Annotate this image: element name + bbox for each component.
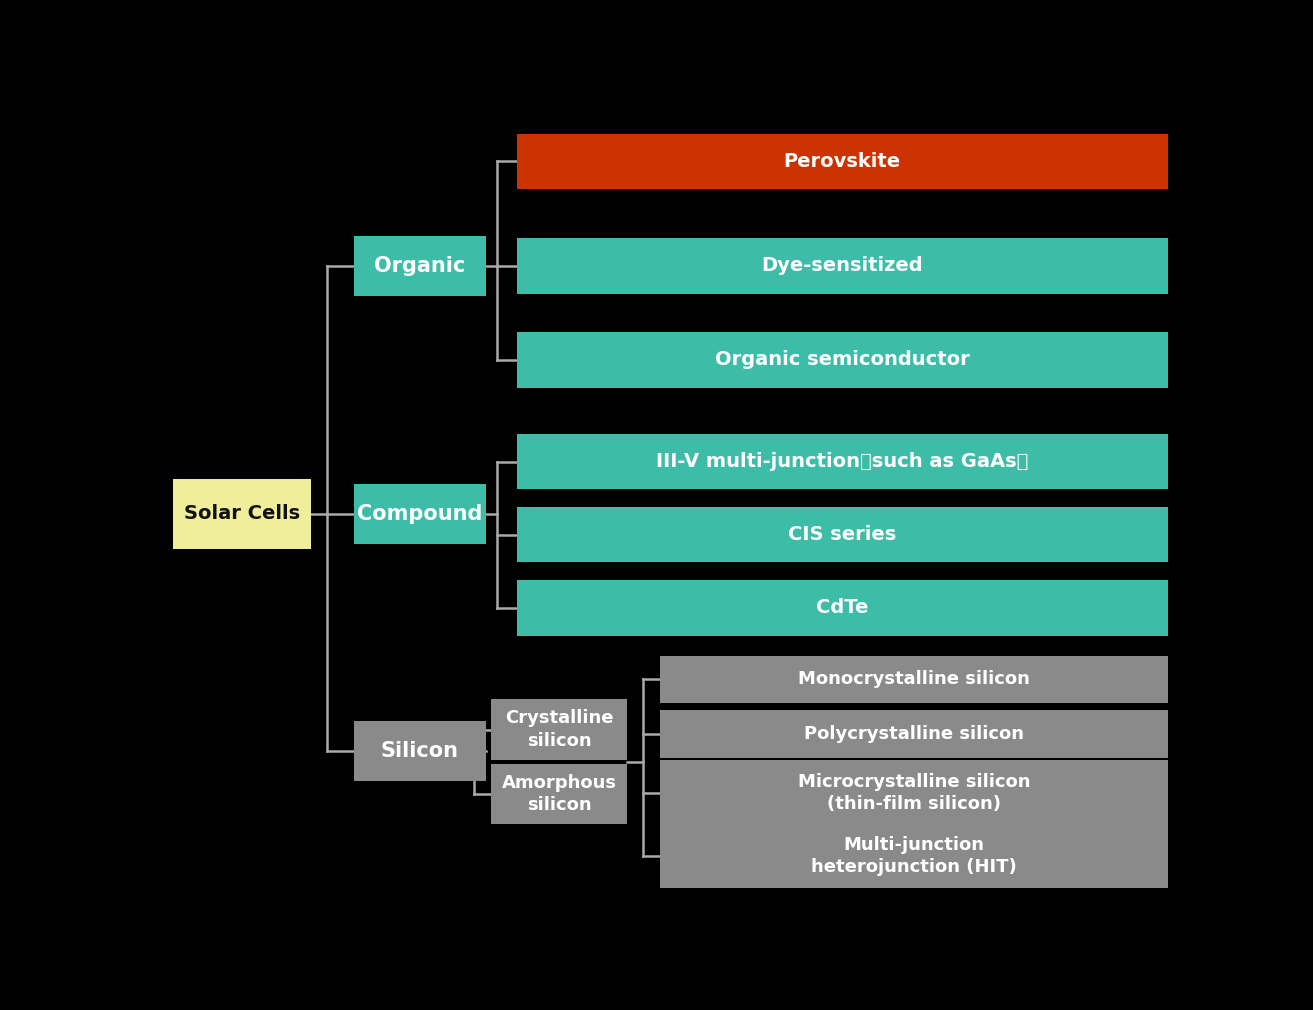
Text: Amorphous
silicon: Amorphous silicon xyxy=(502,774,617,814)
FancyBboxPatch shape xyxy=(660,710,1167,758)
Text: CdTe: CdTe xyxy=(817,598,868,617)
Text: Multi-junction
heterojunction (HIT): Multi-junction heterojunction (HIT) xyxy=(811,835,1016,876)
Text: Solar Cells: Solar Cells xyxy=(184,504,301,523)
FancyBboxPatch shape xyxy=(517,238,1167,294)
Text: Organic semiconductor: Organic semiconductor xyxy=(714,350,969,370)
FancyBboxPatch shape xyxy=(660,761,1167,825)
FancyBboxPatch shape xyxy=(517,434,1167,489)
FancyBboxPatch shape xyxy=(355,236,486,296)
Text: CIS series: CIS series xyxy=(788,525,897,544)
FancyBboxPatch shape xyxy=(517,133,1167,189)
FancyBboxPatch shape xyxy=(173,480,311,548)
FancyBboxPatch shape xyxy=(660,655,1167,703)
FancyBboxPatch shape xyxy=(491,765,626,824)
FancyBboxPatch shape xyxy=(517,580,1167,635)
Text: Compound: Compound xyxy=(357,504,483,524)
Text: Microcrystalline silicon
(thin-film silicon): Microcrystalline silicon (thin-film sili… xyxy=(798,773,1031,813)
FancyBboxPatch shape xyxy=(660,823,1167,888)
Text: Monocrystalline silicon: Monocrystalline silicon xyxy=(798,671,1029,689)
Text: Silicon: Silicon xyxy=(381,741,458,762)
Text: Crystalline
silicon: Crystalline silicon xyxy=(504,709,613,749)
FancyBboxPatch shape xyxy=(517,507,1167,563)
Text: Organic: Organic xyxy=(374,256,466,276)
FancyBboxPatch shape xyxy=(355,721,486,781)
Text: III-V multi-junction（such as GaAs）: III-V multi-junction（such as GaAs） xyxy=(656,452,1028,471)
FancyBboxPatch shape xyxy=(355,484,486,544)
FancyBboxPatch shape xyxy=(491,700,626,760)
FancyBboxPatch shape xyxy=(517,332,1167,388)
Text: Polycrystalline silicon: Polycrystalline silicon xyxy=(804,725,1024,743)
Text: Dye-sensitized: Dye-sensitized xyxy=(762,257,923,276)
Text: Perovskite: Perovskite xyxy=(784,152,901,171)
